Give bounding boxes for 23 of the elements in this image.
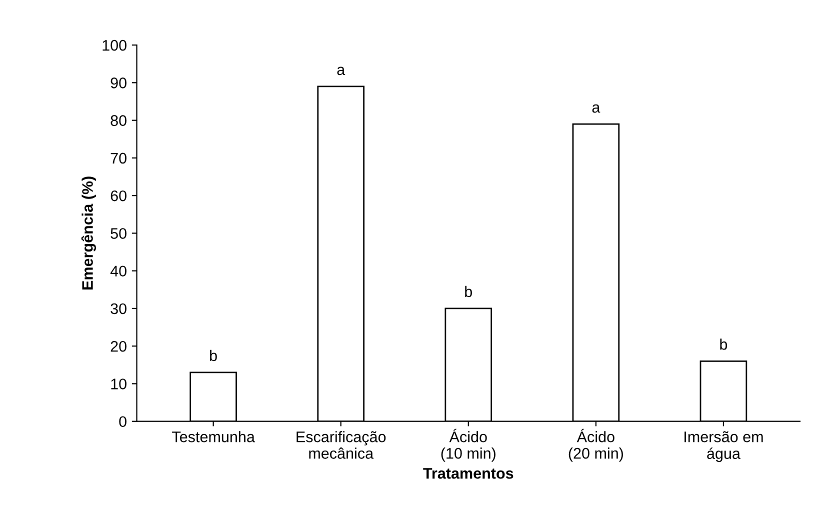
y-tick-label: 80 [110,115,126,126]
x-tick-label: Ácido (20 min) [568,428,623,462]
annotation: b [720,338,728,350]
y-tick-label: 20 [110,340,126,352]
annotation: b [210,350,217,362]
y-axis-title: Emergência (%) [81,176,96,290]
y-tick-label: 100 [102,40,126,51]
y-tick-label: 70 [110,152,126,164]
y-tick-label: 50 [110,228,126,239]
x-tick-label: Imersão em água [684,431,763,462]
y-tick-label: 10 [111,378,126,390]
x-tick-label: Ácido (10 min) [441,428,496,462]
y-tick-label: 60 [110,190,126,202]
annotation: a [592,104,600,113]
y-tick-label: 0 [119,416,126,428]
x-tick-label: Testemunha [172,431,255,442]
y-tick-label: 40 [110,266,126,277]
x-axis-title: Tratamentos [423,468,514,479]
annotation: b [465,286,472,298]
x-tick-label: Escarificação mecânica [296,431,386,459]
y-tick-label: 30 [110,303,126,314]
y-tick-label: 90 [110,78,126,88]
annotation: a [337,66,346,76]
